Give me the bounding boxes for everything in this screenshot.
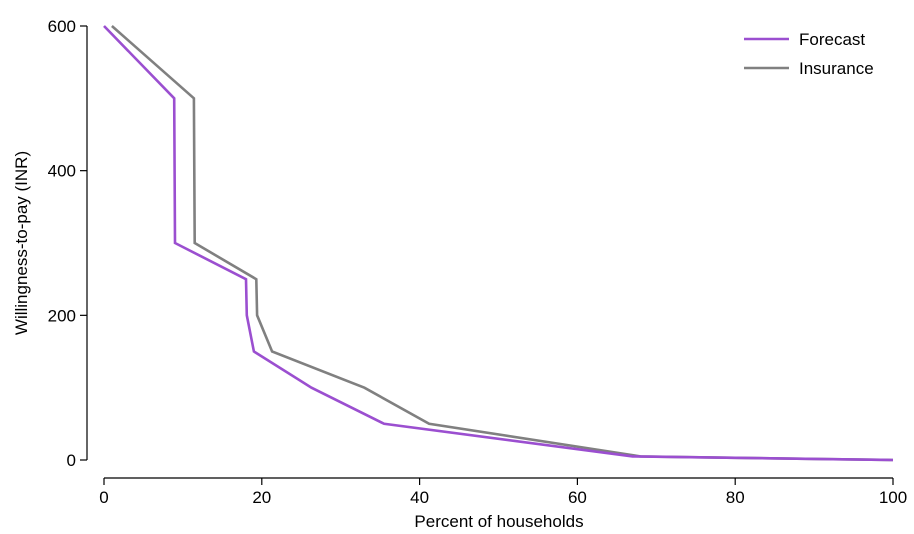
x-tick-label: 80 (726, 488, 745, 507)
legend-label-insurance: Insurance (799, 59, 874, 78)
y-tick-label: 400 (48, 162, 76, 181)
series-line-insurance (111, 25, 894, 462)
y-tick-label: 0 (67, 451, 76, 470)
axes: 0 20 40 60 80 100 0 200 400 600 (48, 17, 908, 507)
x-tick-label: 60 (568, 488, 587, 507)
series-line-forecast (103, 25, 894, 462)
x-tick-label: 100 (879, 488, 907, 507)
x-axis-title: Percent of households (414, 512, 583, 531)
y-tick-label: 200 (48, 306, 76, 325)
x-tick-label: 40 (410, 488, 429, 507)
y-tick-label: 600 (48, 17, 76, 36)
legend-label-forecast: Forecast (799, 30, 865, 49)
x-tick-label: 20 (252, 488, 271, 507)
series-layer (103, 25, 894, 462)
x-tick-label: 0 (99, 488, 108, 507)
legend: Forecast Insurance (744, 30, 874, 78)
y-axis-title: Willingness-to-pay (INR) (12, 151, 31, 335)
